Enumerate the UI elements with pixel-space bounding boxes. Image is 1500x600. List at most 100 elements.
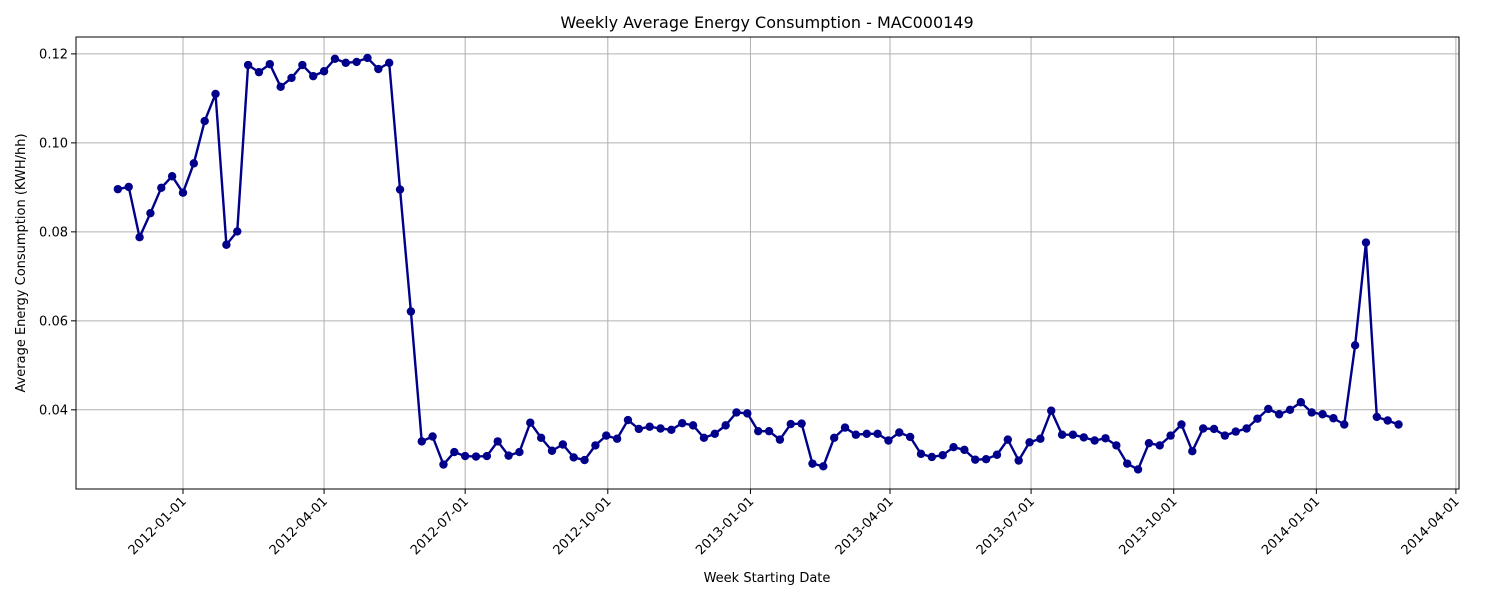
data-point xyxy=(1209,424,1219,434)
data-point xyxy=(309,71,318,81)
data-point xyxy=(1340,420,1349,429)
data-point xyxy=(634,424,644,434)
y-tick-label: 0.12 xyxy=(39,47,68,62)
x-tick-label: 2014-04-01 xyxy=(1399,494,1463,558)
data-point xyxy=(1383,416,1392,425)
grid-lines xyxy=(76,37,1459,489)
data-point xyxy=(439,460,448,469)
data-point xyxy=(569,453,578,462)
data-point xyxy=(1079,433,1088,442)
data-point xyxy=(612,434,622,443)
data-point xyxy=(949,442,958,452)
data-point xyxy=(819,462,828,471)
data-point xyxy=(178,188,188,197)
data-point xyxy=(905,432,915,442)
data-point xyxy=(1101,434,1110,443)
data-point xyxy=(1047,406,1056,415)
x-axis-ticks: 2012-01-01 2012-04-01 2012-07-01 2012-10-01… xyxy=(126,489,1463,558)
data-point xyxy=(721,421,730,430)
x-tick-label: 2012-01-01 xyxy=(126,494,190,558)
data-point xyxy=(743,409,752,418)
data-point xyxy=(992,450,1002,459)
data-point xyxy=(754,426,763,436)
data-point xyxy=(406,307,416,316)
y-axis-label: Average Energy Consumption (KWH/hh) xyxy=(14,133,29,392)
x-tick-label: 2013-04-01 xyxy=(833,494,897,558)
data-point xyxy=(276,82,285,92)
data-point xyxy=(417,437,426,446)
data-point xyxy=(1318,410,1327,419)
data-point xyxy=(395,185,405,194)
data-point xyxy=(786,419,795,429)
data-point xyxy=(558,440,568,449)
data-point xyxy=(547,446,557,455)
data-point xyxy=(1090,436,1099,445)
data-point xyxy=(493,437,502,446)
data-point xyxy=(678,418,687,428)
data-point xyxy=(363,53,372,63)
data-point xyxy=(113,184,123,194)
data-point xyxy=(482,451,492,461)
data-point xyxy=(602,431,611,440)
data-point xyxy=(797,419,806,428)
data-point xyxy=(1057,430,1067,439)
x-tick-label: 2014-01-01 xyxy=(1259,494,1323,558)
data-point xyxy=(1068,430,1078,439)
data-point xyxy=(504,451,513,460)
data-point xyxy=(374,64,383,74)
data-point xyxy=(1133,465,1143,474)
x-tick-label: 2013-07-01 xyxy=(974,494,1038,558)
data-point xyxy=(1198,424,1208,433)
data-point xyxy=(1242,424,1251,433)
data-point xyxy=(1144,438,1154,448)
data-point xyxy=(265,59,275,69)
data-point xyxy=(211,89,220,99)
data-point xyxy=(124,182,133,192)
data-point xyxy=(200,116,209,126)
data-point xyxy=(591,441,600,450)
plot-frame xyxy=(75,36,1460,490)
data-point xyxy=(1036,434,1045,443)
data-point xyxy=(189,159,199,168)
data-point xyxy=(167,172,177,181)
data-point xyxy=(254,67,264,77)
data-point xyxy=(1361,238,1371,247)
data-point xyxy=(233,227,242,236)
y-axis-ticks: 0.04 0.06 0.08 0.10 0.12 xyxy=(39,47,76,418)
data-point xyxy=(319,67,329,76)
data-point xyxy=(1112,441,1121,450)
y-tick-label: 0.04 xyxy=(39,403,68,418)
data-point xyxy=(1177,420,1186,429)
data-point xyxy=(688,421,698,430)
series-line xyxy=(117,56,1399,471)
y-tick-label: 0.06 xyxy=(39,314,68,329)
data-point xyxy=(1220,431,1230,440)
data-point xyxy=(460,451,470,461)
data-point xyxy=(699,433,709,443)
data-point xyxy=(1264,404,1273,414)
y-tick-label: 0.08 xyxy=(39,225,68,240)
data-point xyxy=(243,60,253,70)
data-point xyxy=(515,447,524,457)
data-point xyxy=(1350,341,1360,350)
x-tick-label: 2012-04-01 xyxy=(267,494,331,558)
data-point xyxy=(1231,427,1240,436)
data-point xyxy=(428,432,437,441)
data-point xyxy=(884,436,893,445)
data-point xyxy=(1166,431,1175,440)
data-point xyxy=(471,452,481,461)
data-point xyxy=(330,54,340,63)
data-point xyxy=(764,426,774,436)
data-point xyxy=(775,435,785,444)
data-point xyxy=(1274,410,1284,419)
data-point xyxy=(146,208,155,218)
data-point xyxy=(1372,412,1382,422)
data-point xyxy=(1155,441,1164,450)
data-point xyxy=(873,429,882,439)
data-point xyxy=(1329,414,1338,423)
chart-title: Weekly Average Energy Consumption - MAC0… xyxy=(560,13,973,32)
data-point xyxy=(916,449,926,459)
data-point xyxy=(352,57,361,67)
data-point xyxy=(450,447,459,457)
